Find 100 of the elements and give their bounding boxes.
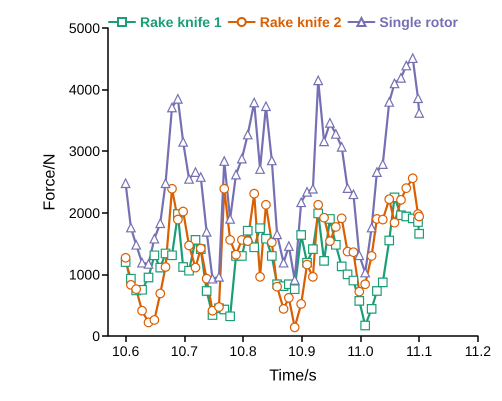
point — [120, 252, 130, 263]
point — [190, 262, 200, 272]
point — [372, 167, 382, 177]
x-axis-title: Time/s — [269, 368, 317, 384]
point — [384, 236, 394, 246]
point — [366, 251, 376, 261]
point — [348, 276, 358, 286]
point — [272, 230, 282, 240]
point — [308, 244, 318, 254]
point — [319, 256, 329, 266]
point — [290, 284, 300, 294]
point — [390, 218, 400, 228]
point — [144, 259, 154, 269]
point — [202, 286, 212, 296]
point — [255, 164, 265, 174]
y-tick-label: 1000 — [68, 266, 100, 282]
point — [261, 200, 271, 210]
point — [131, 240, 142, 250]
point — [342, 183, 352, 194]
point — [284, 292, 294, 303]
legend-label: Rake knife 1 — [140, 14, 222, 30]
point — [137, 258, 147, 268]
point — [266, 156, 277, 166]
point — [167, 184, 177, 194]
point — [384, 194, 394, 204]
y-tick-label: 3000 — [68, 143, 100, 160]
point — [408, 53, 418, 64]
point — [242, 226, 253, 236]
point — [249, 242, 260, 252]
point — [219, 184, 230, 194]
point — [160, 178, 170, 188]
point — [155, 288, 166, 298]
point — [378, 278, 388, 288]
y-tick-label: 4000 — [68, 82, 100, 98]
x-tick-label: 11.2 — [464, 343, 492, 359]
y-tick-label: 5000 — [68, 20, 100, 36]
point — [150, 315, 160, 325]
point — [219, 156, 230, 166]
point — [401, 183, 412, 194]
point — [354, 286, 364, 296]
point — [266, 238, 277, 248]
point — [208, 274, 218, 284]
point — [313, 200, 324, 210]
point — [396, 195, 406, 205]
point — [278, 258, 288, 268]
point — [290, 322, 300, 332]
point — [225, 214, 235, 224]
x-tick-label: 10.8 — [229, 343, 257, 359]
point — [242, 130, 253, 140]
legend-label: Rake knife 2 — [260, 14, 342, 30]
x-tick-label: 11.1 — [406, 343, 432, 359]
point — [242, 236, 253, 246]
point — [354, 296, 364, 306]
point — [372, 286, 382, 296]
point — [302, 187, 312, 197]
point — [336, 262, 347, 272]
point — [120, 178, 130, 188]
point — [178, 137, 188, 147]
point — [225, 235, 235, 245]
point — [190, 235, 200, 245]
point — [173, 214, 183, 224]
point — [414, 108, 424, 118]
point — [184, 174, 194, 184]
point — [414, 228, 424, 239]
point — [272, 282, 282, 292]
point — [150, 250, 160, 260]
x-tick-label: 11.0 — [347, 343, 374, 359]
point — [390, 78, 400, 88]
point — [225, 311, 235, 322]
point — [167, 250, 177, 260]
point — [249, 188, 260, 199]
point — [325, 118, 335, 128]
point — [308, 272, 318, 282]
point — [167, 102, 177, 112]
point — [144, 272, 154, 282]
point — [414, 212, 424, 222]
point — [413, 93, 423, 104]
point — [396, 73, 406, 83]
point — [231, 170, 241, 180]
point — [196, 172, 206, 182]
point — [366, 304, 376, 314]
point — [278, 304, 288, 314]
point — [202, 227, 212, 237]
legend-label: Single rotor — [379, 14, 459, 30]
point — [237, 154, 247, 164]
y-tick-label: 0 — [92, 328, 100, 344]
x-tick-label: 10.9 — [288, 343, 316, 359]
point — [184, 240, 194, 250]
point — [155, 218, 166, 228]
point — [330, 222, 341, 232]
point — [348, 247, 358, 258]
point — [255, 223, 265, 234]
point — [255, 272, 265, 282]
x-tick-label: 10.7 — [170, 343, 198, 359]
point — [319, 212, 329, 223]
point — [330, 129, 341, 139]
y-tick-label: 2000 — [68, 204, 100, 221]
point — [178, 206, 188, 216]
point — [360, 279, 370, 290]
point — [266, 251, 277, 261]
